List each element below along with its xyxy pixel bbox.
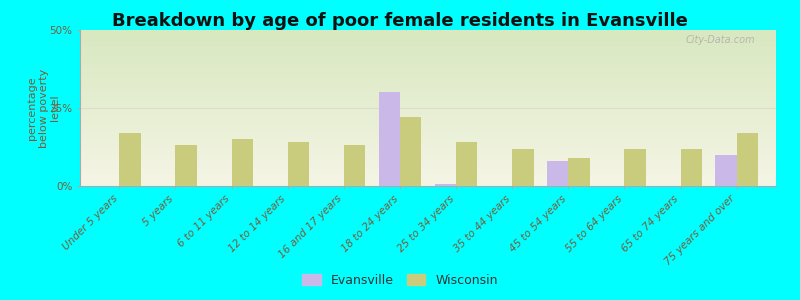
Bar (119, 133, 141, 186)
Bar (434, 184, 456, 186)
Legend: Evansville, Wisconsin: Evansville, Wisconsin (298, 270, 502, 291)
Text: Breakdown by age of poor female residents in Evansville: Breakdown by age of poor female resident… (112, 12, 688, 30)
Y-axis label: percentage
below poverty
level: percentage below poverty level (27, 68, 60, 148)
Bar (568, 158, 590, 186)
Bar (175, 146, 197, 186)
Bar (378, 92, 400, 186)
Bar (547, 161, 568, 186)
Bar (715, 155, 737, 186)
Bar (400, 117, 422, 186)
Bar (512, 148, 534, 186)
Bar (231, 139, 253, 186)
Bar (737, 133, 758, 186)
Bar (625, 148, 646, 186)
Bar (681, 148, 702, 186)
Bar (288, 142, 309, 186)
Text: City-Data.com: City-Data.com (686, 35, 755, 45)
Bar (456, 142, 478, 186)
Bar (344, 146, 365, 186)
